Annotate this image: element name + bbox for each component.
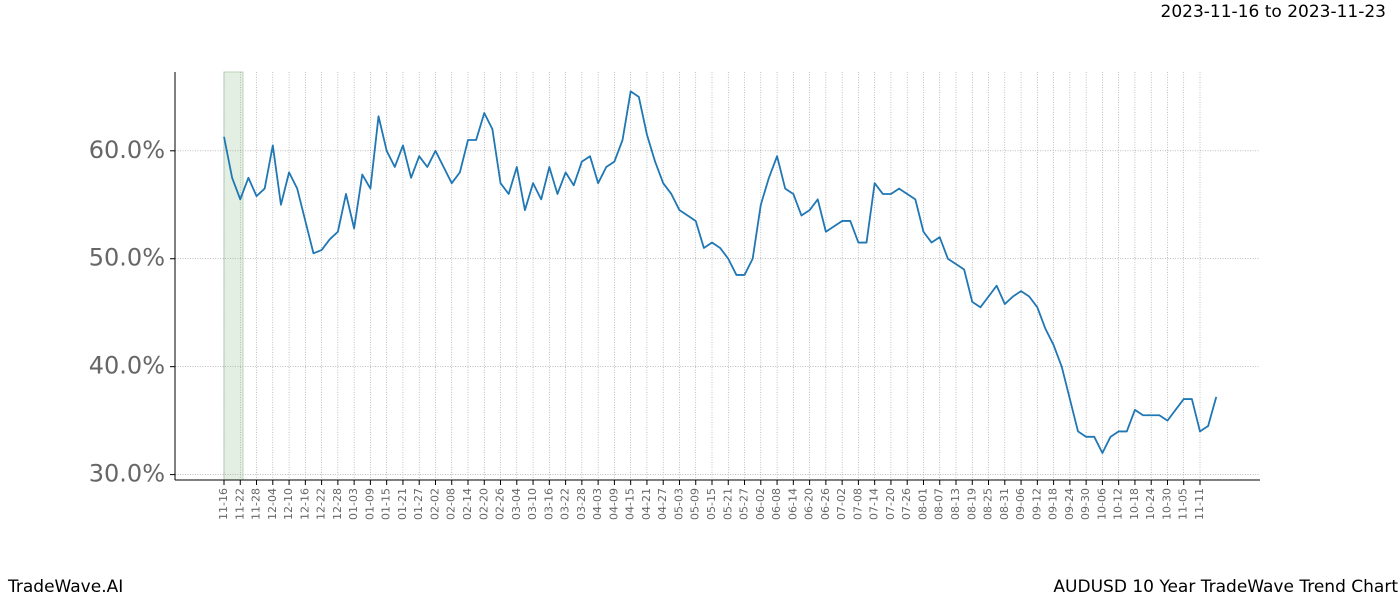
x-tick-label: 10-24 xyxy=(1144,488,1157,520)
y-tick-label: 50.0% xyxy=(89,244,165,272)
x-tick-label: 09-06 xyxy=(1014,488,1027,520)
x-tick-label: 05-27 xyxy=(738,488,751,520)
x-tick-label: 02-02 xyxy=(428,488,441,520)
x-tick-label: 10-12 xyxy=(1112,488,1125,520)
x-tick-label: 07-08 xyxy=(851,488,864,520)
plot xyxy=(223,90,1218,454)
x-tick-label: 03-22 xyxy=(559,488,572,520)
chart-title: AUDUSD 10 Year TradeWave Trend Chart xyxy=(1053,577,1398,597)
x-tick-label: 09-30 xyxy=(1079,488,1092,520)
x-tick-label: 07-02 xyxy=(835,488,848,520)
x-tick-label: 06-14 xyxy=(786,488,799,520)
x-tick-label: 06-26 xyxy=(819,488,832,520)
y-tick-label: 60.0% xyxy=(89,136,165,164)
x-tick-label: 06-02 xyxy=(754,488,767,520)
x-tick-label: 08-25 xyxy=(982,488,995,520)
x-tick-label: 08-31 xyxy=(998,488,1011,520)
x-tick-label: 11-05 xyxy=(1177,488,1190,520)
x-tick-label: 02-20 xyxy=(477,488,490,520)
x-tick-label: 12-28 xyxy=(331,488,344,520)
x-tick-label: 09-24 xyxy=(1063,488,1076,520)
x-tick-label: 12-22 xyxy=(315,488,328,520)
y-tick-label: 30.0% xyxy=(89,460,165,488)
x-tick-label: 01-27 xyxy=(412,488,425,520)
trend-line xyxy=(223,90,1218,454)
x-tick-label: 02-26 xyxy=(494,488,507,520)
x-tick-label: 11-11 xyxy=(1193,488,1206,520)
x-tick-label: 04-27 xyxy=(656,488,669,520)
x-tick-label: 01-03 xyxy=(347,488,360,520)
x-tick-label: 01-21 xyxy=(396,488,409,520)
x-tick-label: 08-01 xyxy=(916,488,929,520)
grid xyxy=(175,72,1260,480)
x-tick-label: 10-18 xyxy=(1128,488,1141,520)
x-tick-label: 12-10 xyxy=(282,488,295,520)
x-tick-label: 03-10 xyxy=(526,488,539,520)
x-tick-label: 11-16 xyxy=(217,488,230,520)
x-tick-label: 12-16 xyxy=(298,488,311,520)
x-tick-label: 11-28 xyxy=(250,488,263,520)
x-tick-label: 03-16 xyxy=(542,488,555,520)
highlight-span xyxy=(223,71,244,481)
date-range: 2023-11-16 to 2023-11-23 xyxy=(1161,2,1386,22)
x-tick-label: 04-03 xyxy=(591,488,604,520)
x-tick-label: 10-06 xyxy=(1095,488,1108,520)
x-tick-label: 04-09 xyxy=(607,488,620,520)
x-tick-label: 06-08 xyxy=(770,488,783,520)
x-tick-label: 05-21 xyxy=(721,488,734,520)
x-tick-label: 07-26 xyxy=(900,488,913,520)
x-tick-label: 08-13 xyxy=(949,488,962,520)
x-tick-label: 01-15 xyxy=(380,488,393,520)
x-tick-label: 07-14 xyxy=(868,488,881,520)
x-tick-label: 05-09 xyxy=(689,488,702,520)
x-tick-label: 06-20 xyxy=(803,488,816,520)
x-tick-label: 07-20 xyxy=(884,488,897,520)
brand: TradeWave.AI xyxy=(7,577,123,597)
x-tick-label: 09-18 xyxy=(1047,488,1060,520)
x-tick-label: 12-04 xyxy=(266,488,279,520)
x-tick-label: 03-04 xyxy=(510,488,523,520)
x-tick-label: 02-14 xyxy=(461,488,474,520)
y-tick-label: 40.0% xyxy=(89,352,165,380)
x-tick-label: 05-03 xyxy=(672,488,685,520)
x-tick-label: 01-09 xyxy=(363,488,376,520)
x-tick-label: 10-30 xyxy=(1160,488,1173,520)
x-tick-label: 04-15 xyxy=(624,488,637,520)
x-tick-label: 08-19 xyxy=(965,488,978,520)
x-tick-label: 11-22 xyxy=(233,488,246,520)
x-tick-label: 05-15 xyxy=(705,488,718,520)
x-tick-label: 08-07 xyxy=(933,488,946,520)
x-tick-label: 02-08 xyxy=(445,488,458,520)
x-tick-label: 04-21 xyxy=(640,488,653,520)
x-tick-label: 09-12 xyxy=(1030,488,1043,520)
x-tick-label: 03-28 xyxy=(575,488,588,520)
